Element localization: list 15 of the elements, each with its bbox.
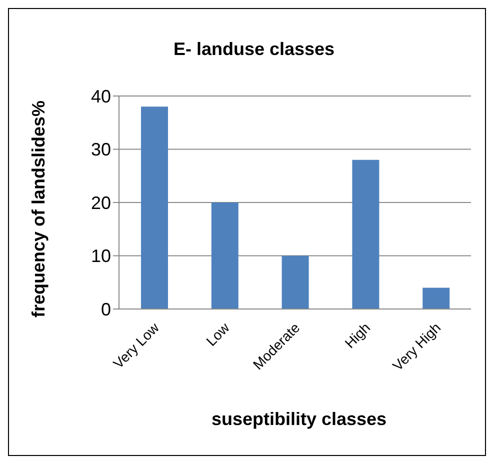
y-tick-label: 20 [90, 192, 111, 213]
x-tick-label: Low [202, 318, 234, 349]
x-tick-label: Very Low [110, 318, 163, 372]
y-tick-label: 40 [90, 86, 111, 106]
y-axis-title: frequency of landslides% [28, 100, 50, 318]
x-axis-title: suseptibility classes [210, 409, 388, 430]
y-tick-label: 0 [100, 299, 111, 320]
y-tick-label: 10 [90, 246, 111, 266]
y-tick-label: 30 [90, 140, 111, 160]
bar [422, 288, 450, 309]
bar [352, 160, 380, 309]
chart-title: E- landuse classes [172, 39, 336, 60]
bar [282, 256, 309, 309]
bar [141, 106, 168, 309]
bar [211, 202, 238, 309]
